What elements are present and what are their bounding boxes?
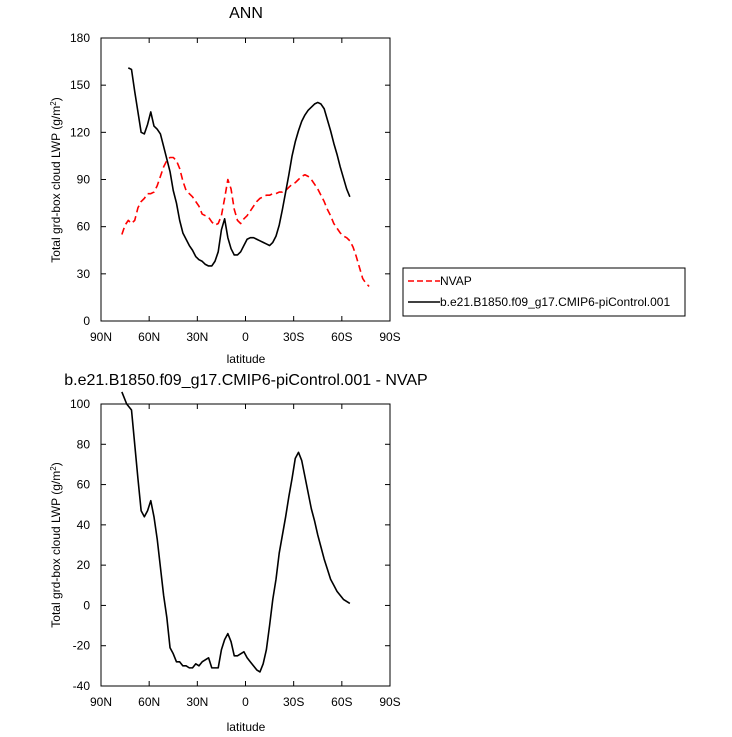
top-ytick-label: 60 <box>77 220 91 234</box>
bottom-xtick-label: 90S <box>379 695 400 709</box>
bottom-ylabel-sup: 2 <box>49 466 58 471</box>
bottom-ytick-label: 80 <box>77 437 91 451</box>
bottom-ylabel-main: Total grd-box cloud LWP (g/m <box>49 471 63 628</box>
bottom-ytick-label: -40 <box>73 679 91 693</box>
top-panel: ANN 90N 60N 30N 0 30S 60S 90S0306090120150180 … <box>49 5 686 366</box>
top-xtick-label: 60N <box>138 330 160 344</box>
top-ytick-label: 180 <box>70 31 90 45</box>
top-ylabel-close: ) <box>49 97 63 101</box>
top-series-line-1 <box>127 67 351 267</box>
top-ylabel-sup: 2 <box>49 101 58 106</box>
top-plot-frame <box>100 37 391 322</box>
top-ytick-label: 120 <box>70 125 90 139</box>
bottom-xtick-label: 90N <box>90 695 112 709</box>
top-ytick-label: 30 <box>77 267 91 281</box>
top-ytick-label: 150 <box>70 78 90 92</box>
bottom-xtick-label: 30S <box>283 695 304 709</box>
top-xtick-label: 0 <box>242 330 249 344</box>
bottom-ylabel-close: ) <box>49 462 63 466</box>
top-series-line-0 <box>121 156 370 287</box>
top-xlabel: latitude <box>227 352 266 366</box>
legend-label-model: b.e21.B1850.f09_g17.CMIP6-piControl.001 <box>440 295 670 309</box>
bottom-plot-area: 90N 60N 30N 0 30S 60S 90S -40 -20 0 20 40 60 80 100 <box>70 391 401 709</box>
bottom-plot-frame <box>100 403 391 687</box>
top-ytick-label: 0 <box>83 314 90 328</box>
top-xtick-label: 90S <box>379 330 400 344</box>
bottom-series-line-0 <box>121 391 351 673</box>
bottom-ytick-label: 20 <box>77 558 91 572</box>
bottom-ytick-label: 40 <box>77 518 91 532</box>
bottom-xlabel: latitude <box>227 720 266 734</box>
legend: NVAP b.e21.B1850.f09_g17.CMIP6-piControl… <box>402 267 686 317</box>
legend-label-nvap: NVAP <box>440 274 472 288</box>
bottom-ytick-label: 100 <box>70 397 90 411</box>
bottom-ytick-label: 0 <box>83 598 90 612</box>
top-xtick-label: 90N <box>90 330 112 344</box>
top-xtick-label: 30S <box>283 330 304 344</box>
bottom-ylabel: Total grd-box cloud LWP (g/m2) <box>49 462 63 627</box>
bottom-xtick-label: 60S <box>331 695 352 709</box>
bottom-xtick-label: 30N <box>186 695 208 709</box>
top-xtick-label: 60S <box>331 330 352 344</box>
bottom-xtick-label: 60N <box>138 695 160 709</box>
top-ylabel-main: Total grd-box cloud LWP (g/m <box>49 106 63 263</box>
bottom-ytick-label: -20 <box>73 639 91 653</box>
legend-box <box>402 267 686 317</box>
top-ylabel: Total grd-box cloud LWP (g/m2) <box>49 97 63 262</box>
top-xtick-label: 30N <box>186 330 208 344</box>
bottom-title: b.e21.B1850.f09_g17.CMIP6-piControl.001 … <box>64 372 427 389</box>
bottom-panel: b.e21.B1850.f09_g17.CMIP6-piControl.001 … <box>49 372 428 734</box>
bottom-xtick-label: 0 <box>242 695 249 709</box>
top-ytick-label: 90 <box>77 173 91 187</box>
top-title: ANN <box>229 5 263 22</box>
top-plot-area: 90N 60N 30N 0 30S 60S 90S 0 30 60 90 120 150 180 <box>70 31 401 344</box>
bottom-ytick-label: 60 <box>77 478 91 492</box>
